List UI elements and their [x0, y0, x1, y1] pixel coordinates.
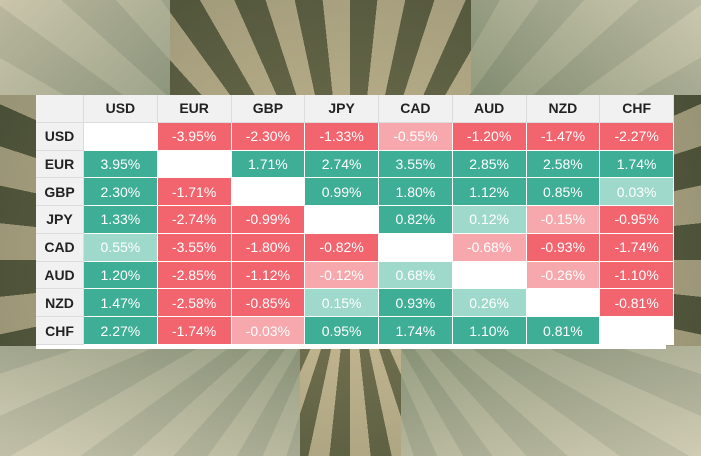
heatmap-cell-gbp-nzd: 0.85%	[526, 178, 601, 207]
diagonal-cell	[452, 261, 527, 290]
column-header-eur: EUR	[157, 95, 232, 123]
heatmap-cell-chf-usd: 2.27%	[84, 317, 158, 345]
heatmap-cell-nzd-gbp: -0.85%	[231, 289, 306, 318]
heatmap-cell-cad-eur: -3.55%	[157, 233, 232, 262]
heatmap-cell-jpy-eur: -2.74%	[157, 206, 232, 234]
heatmap-cell-cad-chf: -1.74%	[600, 233, 674, 262]
heatmap-cell-cad-nzd: -0.93%	[526, 233, 601, 262]
heatmap-cell-gbp-eur: -1.71%	[157, 178, 232, 207]
heatmap-cell-chf-cad: 1.74%	[379, 317, 453, 345]
heatmap-cell-aud-gbp: -1.12%	[231, 261, 306, 290]
banknote-top-right	[471, 0, 701, 95]
heatmap-cell-nzd-usd: 1.47%	[84, 289, 158, 318]
row-header-jpy: JPY	[36, 206, 84, 234]
heatmap-cell-usd-gbp: -2.30%	[231, 122, 306, 151]
heatmap-cell-jpy-nzd: -0.15%	[526, 206, 601, 234]
heatmap-cell-aud-eur: -2.85%	[157, 261, 232, 290]
row-header-nzd: NZD	[36, 289, 84, 318]
heatmap-cell-eur-jpy: 2.74%	[305, 150, 379, 179]
heatmap-cell-aud-chf: -1.10%	[600, 261, 674, 290]
heatmap-cell-gbp-chf: 0.03%	[600, 178, 674, 207]
banknote-bottom-right	[401, 346, 701, 456]
heatmap-cell-usd-aud: -1.20%	[452, 122, 527, 151]
heatmap-cell-aud-nzd: -0.26%	[526, 261, 601, 290]
heatmap-cell-cad-aud: -0.68%	[452, 233, 527, 262]
heatmap-cell-jpy-usd: 1.33%	[84, 206, 158, 234]
heatmap-cell-usd-chf: -2.27%	[600, 122, 674, 151]
heatmap-cell-jpy-cad: 0.82%	[379, 206, 453, 234]
diagonal-cell	[231, 178, 306, 207]
heatmap-cell-eur-nzd: 2.58%	[526, 150, 601, 179]
heatmap-cell-gbp-jpy: 0.99%	[305, 178, 379, 207]
heatmap-cell-jpy-aud: 0.12%	[452, 206, 527, 234]
column-header-gbp: GBP	[231, 95, 306, 123]
row-header-usd: USD	[36, 122, 84, 151]
column-header-chf: CHF	[600, 95, 674, 123]
heatmap-cell-cad-gbp: -1.80%	[231, 233, 306, 262]
diagonal-cell	[526, 289, 601, 318]
row-header-gbp: GBP	[36, 178, 84, 207]
column-header-cad: CAD	[379, 95, 453, 123]
heatmap-cell-chf-nzd: 0.81%	[526, 317, 601, 345]
diagonal-cell	[379, 233, 453, 262]
heatmap-cell-aud-jpy: -0.12%	[305, 261, 379, 290]
heatmap-cell-nzd-aud: 0.26%	[452, 289, 527, 318]
currency-strength-heatmap: USD EUR GBP JPY CAD AUD NZD CHF USD -3.95% -2.30% -…	[36, 95, 674, 349]
column-header-usd: USD	[84, 95, 158, 123]
row-header-aud: AUD	[36, 261, 84, 290]
diagonal-cell	[305, 206, 379, 234]
heatmap-cell-nzd-jpy: 0.15%	[305, 289, 379, 318]
row-header-cad: CAD	[36, 233, 84, 262]
heatmap-cell-nzd-cad: 0.93%	[379, 289, 453, 318]
banknote-top-left	[0, 0, 170, 95]
heatmap-cell-eur-aud: 2.85%	[452, 150, 527, 179]
heatmap-cell-gbp-usd: 2.30%	[84, 178, 158, 207]
heatmap-cell-eur-chf: 1.74%	[600, 150, 674, 179]
heatmap-cell-eur-cad: 3.55%	[379, 150, 453, 179]
column-header-aud: AUD	[452, 95, 527, 123]
heatmap-cell-eur-gbp: 1.71%	[231, 150, 306, 179]
heatmap-cell-chf-eur: -1.74%	[157, 317, 232, 345]
heatmap-cell-aud-cad: 0.68%	[379, 261, 453, 290]
diagonal-cell	[600, 317, 674, 345]
corner-cell	[36, 95, 84, 123]
diagonal-cell	[84, 122, 158, 151]
heatmap-cell-nzd-chf: -0.81%	[600, 289, 674, 318]
heatmap-cell-chf-jpy: 0.95%	[305, 317, 379, 345]
heatmap-cell-aud-usd: 1.20%	[84, 261, 158, 290]
heatmap-cell-usd-eur: -3.95%	[157, 122, 232, 151]
heatmap-cell-usd-nzd: -1.47%	[526, 122, 601, 151]
heatmap-cell-usd-cad: -0.55%	[379, 122, 453, 151]
heatmap-cell-cad-usd: 0.55%	[84, 233, 158, 262]
heatmap-cell-chf-gbp: -0.03%	[231, 317, 306, 345]
heatmap-cell-nzd-eur: -2.58%	[157, 289, 232, 318]
diagonal-cell	[157, 150, 232, 179]
heatmap-cell-jpy-chf: -0.95%	[600, 206, 674, 234]
heatmap-cell-chf-aud: 1.10%	[452, 317, 527, 345]
heatmap-cell-jpy-gbp: -0.99%	[231, 206, 306, 234]
row-header-chf: CHF	[36, 317, 84, 345]
column-header-nzd: NZD	[526, 95, 601, 123]
heatmap-cell-usd-jpy: -1.33%	[305, 122, 379, 151]
heatmap-cell-eur-usd: 3.95%	[84, 150, 158, 179]
heatmap-cell-gbp-aud: 1.12%	[452, 178, 527, 207]
heatmap-cell-cad-jpy: -0.82%	[305, 233, 379, 262]
heatmap-cell-gbp-cad: 1.80%	[379, 178, 453, 207]
column-header-jpy: JPY	[305, 95, 379, 123]
banknote-bottom-left	[0, 346, 300, 456]
row-header-eur: EUR	[36, 150, 84, 179]
